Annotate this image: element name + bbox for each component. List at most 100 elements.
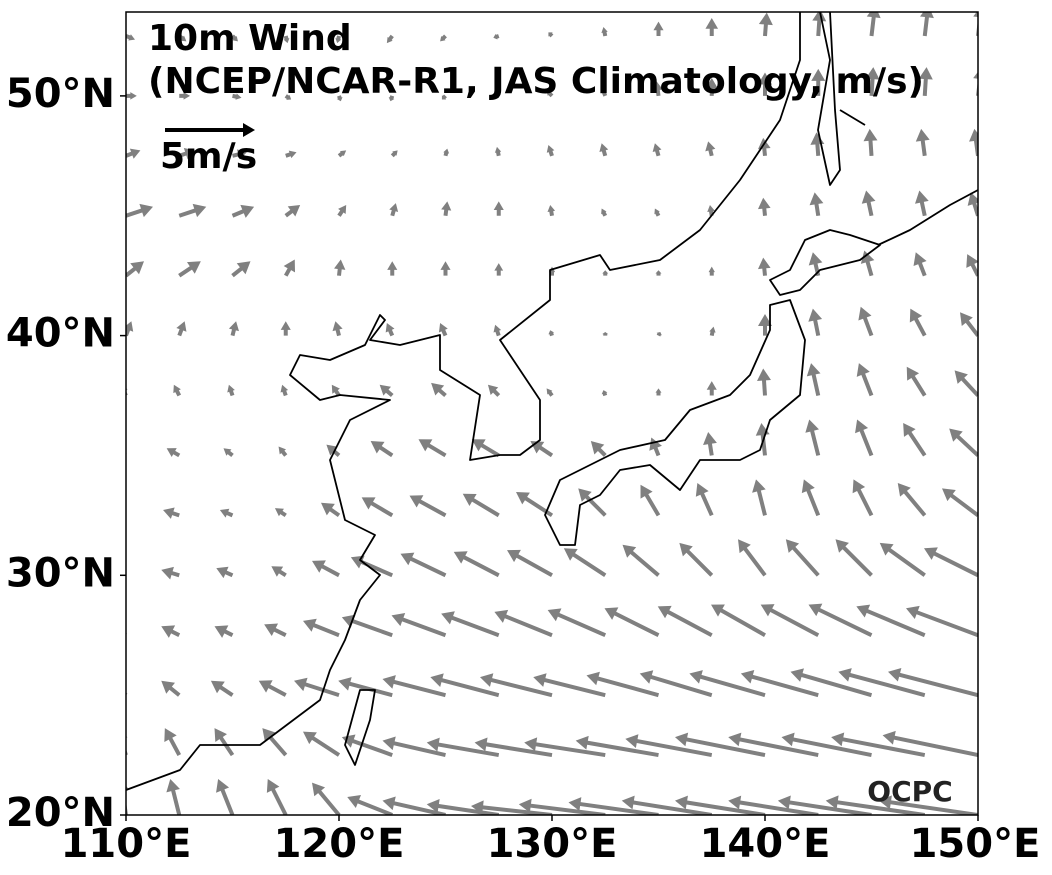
- wind-arrow: [653, 21, 664, 36]
- wind-arrow: [954, 370, 978, 397]
- wind-arrow: [231, 204, 255, 218]
- wind-arrow: [897, 482, 927, 517]
- wind-arrow: [913, 252, 927, 277]
- wind-arrow: [441, 94, 447, 100]
- wind-arrow: [231, 34, 238, 42]
- wind-arrow: [530, 441, 554, 458]
- wind-arrow: [385, 322, 395, 337]
- wind-arrow: [906, 605, 978, 638]
- wind-arrow: [679, 542, 714, 577]
- wind-arrow: [441, 201, 452, 216]
- wind-arrow: [271, 566, 287, 577]
- kuril-coast: [839, 109, 866, 126]
- wind-arrow: [781, 732, 872, 758]
- wind-arrow: [675, 795, 766, 815]
- wind-arrow: [790, 668, 873, 698]
- wind-arrow: [568, 797, 659, 815]
- reference-key: [165, 123, 255, 137]
- wind-arrow: [831, 732, 926, 758]
- wind-arrow: [640, 484, 661, 517]
- wind-arrow: [757, 197, 771, 216]
- wind-arrow: [431, 382, 447, 398]
- wind-arrow: [801, 479, 821, 517]
- wind-arrow: [949, 428, 978, 457]
- wind-arrow: [599, 143, 609, 157]
- wind-arrow: [231, 261, 251, 278]
- wind-arrow: [379, 384, 394, 398]
- wind-arrow: [879, 542, 926, 577]
- wind-arrow: [332, 321, 343, 337]
- wind-arrow: [335, 35, 342, 44]
- wind-arrow: [524, 737, 606, 758]
- wind-arrow: [337, 150, 347, 158]
- wind-arrow: [262, 728, 288, 757]
- wind-arrow: [480, 673, 553, 698]
- wind-arrow: [164, 728, 182, 757]
- wind-arrow: [163, 507, 180, 519]
- wind-arrow: [882, 730, 978, 758]
- wind-arrow: [494, 263, 504, 276]
- wind-arrow: [728, 795, 819, 815]
- wind-arrow: [341, 614, 393, 638]
- wind-arrow: [370, 441, 394, 458]
- wind-arrow: [506, 549, 553, 578]
- wind-arrow: [178, 203, 207, 218]
- wind-arrow: [689, 670, 766, 698]
- wind-arrow: [546, 90, 554, 98]
- wind-arrow: [441, 611, 500, 638]
- wind-arrow: [973, 67, 978, 97]
- wind-arrow: [338, 677, 393, 698]
- wind-arrow: [179, 92, 191, 100]
- wind-arrow: [266, 779, 288, 815]
- wind-arrow: [232, 149, 247, 160]
- wind-arrow: [161, 625, 181, 638]
- wind-arrow: [176, 321, 187, 337]
- wind-arrow: [126, 92, 137, 100]
- wind-arrow: [214, 625, 234, 638]
- wind-arrow: [494, 609, 553, 638]
- wind-arrow: [777, 795, 872, 815]
- wind-arrow: [515, 491, 554, 518]
- wind-arrow: [808, 603, 873, 638]
- x-tick-label: 140°E: [700, 821, 831, 867]
- wind-arrow: [600, 86, 608, 97]
- wind-arrow: [838, 668, 926, 698]
- wind-arrow: [274, 508, 287, 518]
- wind-arrow: [675, 732, 766, 758]
- map-subtitle: (NCEP/NCAR-R1, JAS Climatology, m/s): [148, 61, 924, 102]
- wind-arrow: [915, 190, 929, 217]
- wind-arrow: [258, 680, 287, 697]
- wind-arrow: [453, 551, 500, 578]
- wind-arrow: [918, 67, 933, 97]
- wind-arrow: [709, 326, 716, 336]
- wind-arrow: [810, 132, 825, 156]
- wind-arrow: [409, 495, 447, 518]
- wind-arrow: [438, 322, 448, 337]
- wind-arrow: [752, 479, 767, 516]
- wind-arrow: [835, 539, 873, 577]
- wind-arrow: [825, 795, 926, 815]
- wind-arrow: [855, 419, 874, 457]
- wind-arrow: [856, 604, 926, 638]
- wind-arrow: [548, 32, 554, 38]
- wind-arrow: [443, 148, 450, 157]
- wind-arrow: [705, 141, 716, 157]
- wind-arrow: [518, 798, 606, 815]
- wind-arrow: [388, 95, 395, 102]
- wind-arrow: [386, 34, 394, 44]
- wind-arrow: [165, 123, 255, 137]
- wind-arrow: [812, 12, 827, 37]
- wind-arrow: [471, 439, 500, 458]
- wind-arrow: [284, 94, 292, 100]
- sakhalin-coast: [817, 12, 841, 186]
- wind-arrow: [590, 441, 607, 457]
- wind-arrow: [293, 677, 340, 698]
- wind-arrow: [126, 321, 134, 337]
- wind-arrow: [391, 612, 447, 638]
- wind-arrow: [575, 735, 659, 758]
- wind-arrow: [602, 270, 609, 276]
- wind-arrow: [382, 796, 446, 815]
- wind-arrow: [285, 150, 297, 159]
- wind-arrow: [302, 731, 341, 757]
